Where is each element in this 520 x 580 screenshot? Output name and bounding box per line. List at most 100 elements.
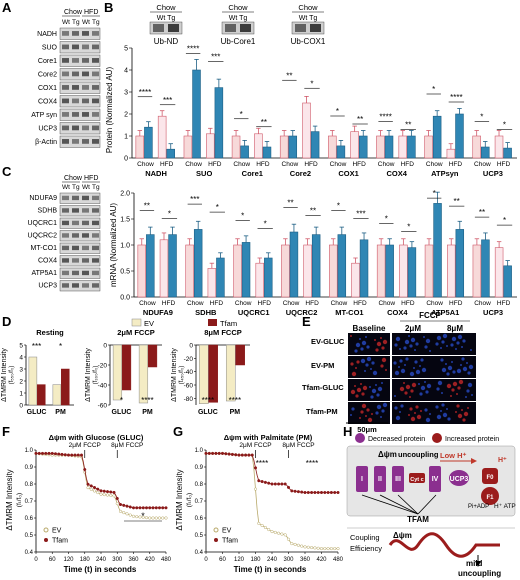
blot-c-band (92, 208, 99, 213)
chart-c-xcat-chow: Chow (426, 300, 443, 307)
blot-c-band (62, 233, 69, 238)
micro-dot (400, 404, 404, 408)
chart-g-point (267, 481, 271, 485)
chart-g-point (319, 547, 324, 551)
chart-b-bar (157, 115, 167, 159)
inset-band-wt (295, 24, 306, 32)
panel-d-ytick-label: 2 (19, 379, 23, 386)
complex-1 (356, 466, 368, 492)
panel-d-ytick-label: -20 (184, 356, 194, 363)
micro-dot (424, 381, 426, 383)
micro-dot (381, 409, 385, 413)
chart-b-sig-star: **** (187, 44, 199, 53)
inset-band-tg (168, 24, 179, 32)
micro-dot (371, 388, 377, 394)
chart-g-point (263, 480, 267, 484)
tfam-arrow (379, 494, 419, 515)
panel-d-ytick-label: 0 (103, 343, 107, 350)
chart-c-bar (255, 262, 264, 298)
chart-g-point (319, 490, 324, 495)
micro-dot (365, 415, 367, 417)
chart-f-point (105, 493, 110, 497)
chart-c-bar (311, 234, 321, 298)
micro-dot (361, 392, 365, 396)
h-plus-label: H⁺ (498, 457, 507, 464)
chart-b-xcat-hfd: HFD (352, 161, 366, 168)
chart-f-sig: * (141, 511, 145, 521)
chart-b-bar (135, 135, 145, 159)
blot-a-row-label: β-Actin (35, 139, 57, 146)
chart-b-bar (494, 135, 504, 159)
blot-c-band (62, 270, 69, 276)
chart-g-point (283, 482, 287, 486)
panel-d-ysub-3: (f₄₅₀/f₀) (179, 366, 185, 385)
chart-c-ytick-label: 1.0 (120, 243, 130, 250)
inset-band-tg (240, 24, 251, 32)
chart-c-bar (455, 229, 465, 298)
chart-g-point (310, 490, 314, 495)
micro-dot (413, 367, 415, 369)
blot-a-row-box (59, 54, 101, 67)
micro-dot (356, 360, 360, 364)
complex-3 (392, 466, 404, 492)
panel-d-bar (52, 384, 62, 406)
atp-synthase-f0 (482, 468, 498, 484)
micro-dot (429, 350, 431, 352)
micro-dot (377, 386, 383, 392)
blot-c-band (92, 195, 99, 201)
chart-f-point (89, 487, 93, 491)
chart-b-sig-star: **** (139, 88, 151, 97)
panel-d-ytick-label: 0 (19, 403, 23, 410)
blot-c-row-label: COX4 (38, 258, 57, 265)
chart-f-point (161, 506, 165, 510)
chart-g-point (247, 453, 251, 457)
chart-g-point (260, 523, 264, 528)
chart-g-point (303, 490, 307, 495)
chart-f-point (135, 506, 139, 510)
chart-f-point (141, 515, 145, 519)
blot-c-row-box (59, 267, 101, 279)
chart-c-bar (168, 234, 177, 298)
micro-dot (381, 357, 387, 363)
row-tfam-pm: Tfam-PM (306, 407, 338, 416)
blot-a-row-label: UCP3 (38, 125, 57, 132)
micro-dot (447, 365, 453, 371)
micro-dot (381, 346, 385, 350)
chart-c-bar (385, 244, 394, 298)
micro-dot (410, 416, 416, 422)
panel-d-title-3: 8μM FCCP (204, 328, 242, 337)
micro-dot (461, 357, 465, 361)
blot-c-band (72, 195, 79, 201)
chart-f-point (131, 506, 136, 510)
blot-a-band (72, 85, 79, 90)
chart-b-bar (481, 146, 490, 159)
blot-c-band (62, 195, 69, 201)
blot-c-band (72, 220, 79, 226)
chart-b-bar (376, 135, 385, 159)
complex-label-2: II (378, 476, 382, 483)
micro-dot (461, 409, 463, 411)
micro-dot (460, 364, 462, 366)
chart-g-point (336, 490, 340, 495)
chart-b-bar (455, 113, 464, 159)
chart-b-bar (231, 135, 241, 159)
panel-d-xcat: PM (55, 409, 66, 416)
chart-f-ytick-label: 0.7 (25, 499, 34, 505)
panel-letter-h: H (343, 424, 352, 439)
legend-ev-label: EV (144, 319, 154, 328)
chart-f-point (118, 509, 123, 513)
micro-dot (462, 366, 468, 372)
fccp-header: FCCP (419, 311, 441, 320)
chart-f-ytick-label: 0.8 (25, 482, 34, 488)
col-2um: 2μM (405, 324, 421, 333)
chart-b-bar (183, 135, 193, 159)
chart-c-ytick-label: 0.5 (120, 269, 130, 276)
blot-c-band (62, 258, 69, 263)
chart-f-point (148, 506, 152, 510)
chart-g-point (273, 482, 277, 486)
micro-dot (425, 338, 431, 344)
chart-b-bar (328, 135, 337, 159)
chart-f-point (144, 506, 149, 510)
micro-tile (348, 379, 390, 401)
chart-b-sig-star: **** (450, 93, 462, 102)
